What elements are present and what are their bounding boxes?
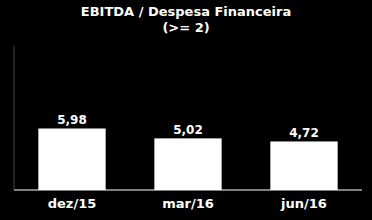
data-label: 4,72 [289, 126, 319, 140]
background [0, 0, 372, 220]
data-label: 5,98 [57, 113, 87, 127]
labels: 5,98 5,02 4,72 [57, 113, 319, 140]
chart: EBITDA / Despesa Financeira(>= 2) 5,98 5,0… [0, 0, 372, 220]
x-tick-label: dez/15 [48, 196, 97, 211]
x-axis-line [14, 190, 362, 191]
y-axis-line [14, 46, 15, 190]
bar [154, 138, 221, 190]
data-label: 5,02 [173, 123, 203, 137]
bar [270, 141, 337, 190]
title: EBITDA / Despesa Financeira [81, 4, 291, 19]
chart-container: EBITDA / Despesa Financeira(>= 2) 5,98 5,0… [0, 0, 372, 220]
bar [38, 128, 105, 190]
x-tick-label: mar/16 [162, 196, 214, 211]
x-tick-label: jun/16 [280, 196, 327, 211]
subtitle: (>= 2) [162, 20, 209, 35]
